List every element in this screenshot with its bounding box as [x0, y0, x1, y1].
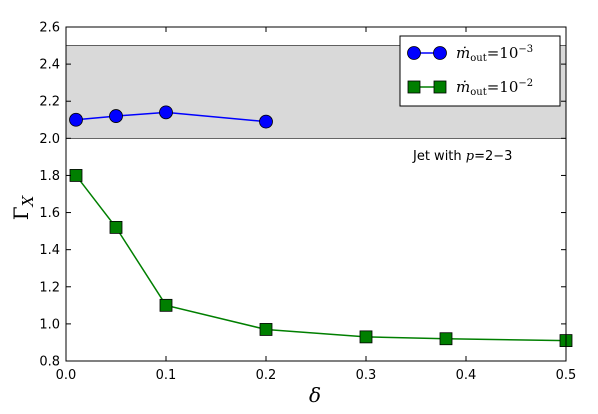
y-tick-label-5: 1.8 — [39, 169, 60, 184]
x-tick-label-3: 0.3 — [356, 368, 377, 383]
series-0-point-1 — [109, 109, 123, 123]
series-0-point-0 — [69, 112, 83, 127]
series-1-point-4 — [359, 330, 373, 344]
series-1-point-3 — [259, 323, 273, 336]
plot-frame — [65, 26, 567, 362]
y-tick-label-7: 2.2 — [39, 95, 60, 110]
x-tick-label-2: 0.2 — [256, 368, 277, 383]
x-axis-title: δ — [309, 383, 321, 407]
y-tick-label-2: 1.2 — [39, 280, 60, 295]
y-tick-label-9: 2.6 — [39, 21, 60, 36]
legend-box — [399, 35, 561, 107]
series-0-point-3 — [259, 114, 273, 129]
series-line-0 — [75, 111, 267, 123]
series-0-point-2 — [159, 105, 173, 120]
y-tick-label-4: 1.6 — [39, 206, 60, 221]
y-tick-label-3: 1.4 — [39, 243, 60, 258]
x-tick-label-4: 0.4 — [456, 368, 477, 383]
series-line-1 — [75, 174, 567, 342]
x-tick-label-0: 0.0 — [56, 368, 77, 383]
legend-marker-series-1 — [407, 80, 421, 94]
legend: ṁout=10−3 ṁout=10−2 — [399, 35, 561, 107]
y-tick-label-1: 1.0 — [39, 317, 60, 332]
y-axis-title: ΓX — [9, 194, 37, 220]
series-1-point-5 — [439, 332, 453, 346]
legend-marker-series-0b — [433, 46, 447, 60]
y-tick-label-6: 2.0 — [39, 132, 60, 147]
legend-label-series-1: ṁout=10−2 — [456, 78, 533, 98]
legend-label-series-0: ṁout=10−3 — [456, 44, 533, 64]
x-tick-label-5: 0.5 — [556, 368, 577, 383]
legend-marker-series-1b — [433, 80, 447, 94]
svg-text:ΓX: ΓX — [9, 194, 37, 220]
x-tick-label-1: 0.1 — [156, 368, 177, 383]
series-1-point-0 — [69, 169, 83, 182]
legend-marker-series-0 — [407, 46, 421, 60]
series-1-point-2 — [159, 298, 173, 312]
y-tick-label-8: 2.4 — [39, 58, 60, 73]
series-1-point-1 — [109, 220, 123, 234]
y-tick-label-0: 0.8 — [39, 355, 60, 370]
band-annotation: Jet with p=2−3 — [412, 149, 512, 164]
